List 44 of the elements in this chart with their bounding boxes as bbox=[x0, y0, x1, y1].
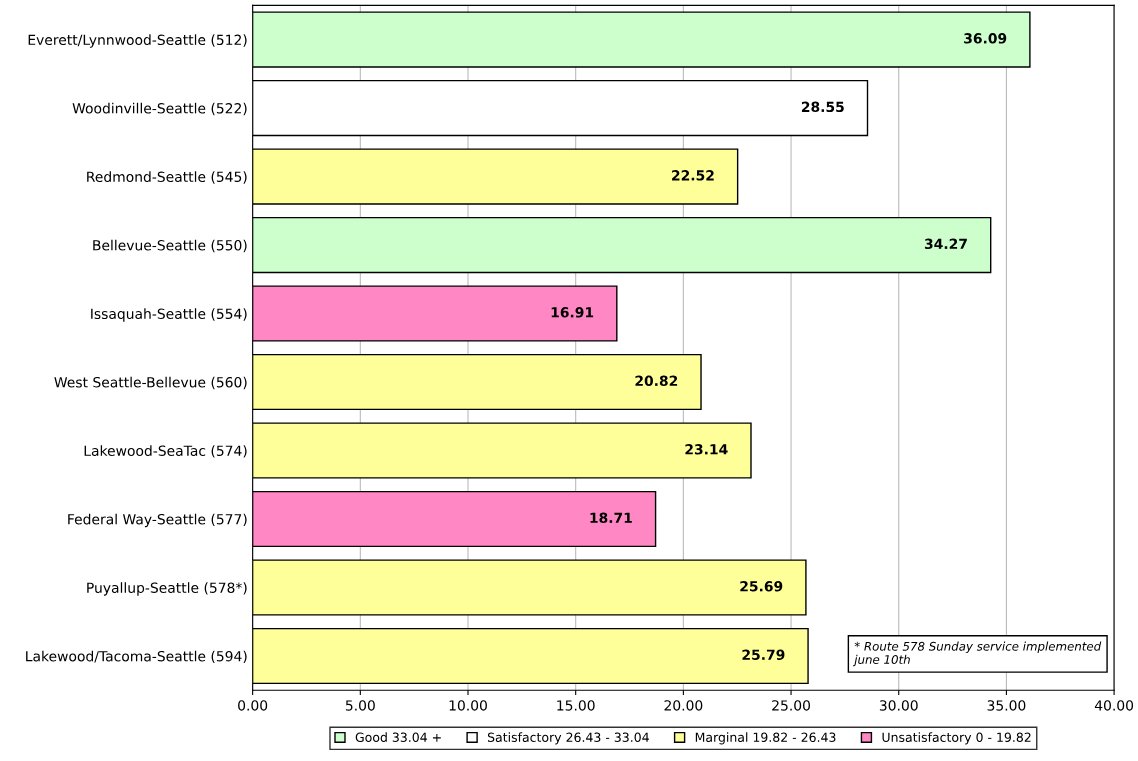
x-tick-label: 35.00 bbox=[987, 700, 1026, 711]
bar bbox=[252, 422, 752, 479]
data-label: 25.69 bbox=[740, 581, 783, 592]
data-label: 36.09 bbox=[964, 33, 1007, 44]
x-tick-label: 40.00 bbox=[1094, 700, 1134, 711]
data-label: 28.55 bbox=[801, 101, 844, 113]
bar bbox=[252, 627, 809, 685]
data-label: 16.91 bbox=[551, 307, 594, 318]
x-tick-label: 10.00 bbox=[449, 700, 487, 711]
x-tick-label: 5.00 bbox=[345, 700, 375, 711]
legend-label: Marginal 19.82 - 26.43 bbox=[695, 732, 836, 745]
x-tick-label: 20.00 bbox=[664, 700, 703, 711]
bar bbox=[252, 353, 702, 411]
bar bbox=[252, 11, 1031, 68]
data-label: 23.14 bbox=[685, 444, 728, 455]
data-label: 25.79 bbox=[742, 649, 785, 661]
y-tick-label: Everett/Lynnwood-Seattle (512) bbox=[28, 34, 247, 48]
bar bbox=[252, 148, 739, 205]
data-label: 34.27 bbox=[924, 238, 967, 250]
y-tick-label: Bellevue-Seattle (550) bbox=[93, 239, 247, 253]
legend-label: Satisfactory 26.43 - 33.04 bbox=[487, 732, 649, 745]
bar bbox=[252, 285, 618, 342]
x-tick-label: 30.00 bbox=[879, 700, 918, 711]
annotation: * Route 578 Sunday service implemented june 10th bbox=[852, 641, 1102, 667]
data-label: 22.52 bbox=[672, 170, 714, 181]
bar bbox=[252, 490, 657, 548]
x-tick-label: 15.00 bbox=[557, 700, 595, 711]
y-tick-label: Lakewood/Tacoma-Seattle (594) bbox=[26, 650, 247, 664]
data-label: 18.71 bbox=[590, 512, 632, 524]
bar bbox=[252, 216, 992, 274]
y-tick-label: Lakewood-SeaTac (574) bbox=[84, 445, 247, 458]
bar bbox=[252, 559, 807, 616]
y-tick-label: Issaquah-Seattle (554) bbox=[91, 308, 247, 322]
y-tick-label: Woodinville-Seattle (522) bbox=[72, 102, 247, 116]
x-tick-label: 0.00 bbox=[238, 700, 268, 711]
y-tick-label: Federal Way-Seattle (577) bbox=[68, 513, 247, 528]
x-tick-label: 25.00 bbox=[772, 700, 811, 711]
legend-label: Good 33.04 + bbox=[355, 732, 441, 742]
y-tick-label: Puyallup-Seattle (578*) bbox=[87, 582, 247, 596]
y-tick-label: Redmond-Seattle (545) bbox=[87, 171, 247, 184]
y-tick-label: West Seattle-Bellevue (560) bbox=[54, 376, 247, 390]
legend-label: Unsatisfactory 0 - 19.82 bbox=[882, 732, 1031, 745]
data-label: 20.82 bbox=[635, 375, 678, 387]
bar bbox=[252, 79, 869, 137]
